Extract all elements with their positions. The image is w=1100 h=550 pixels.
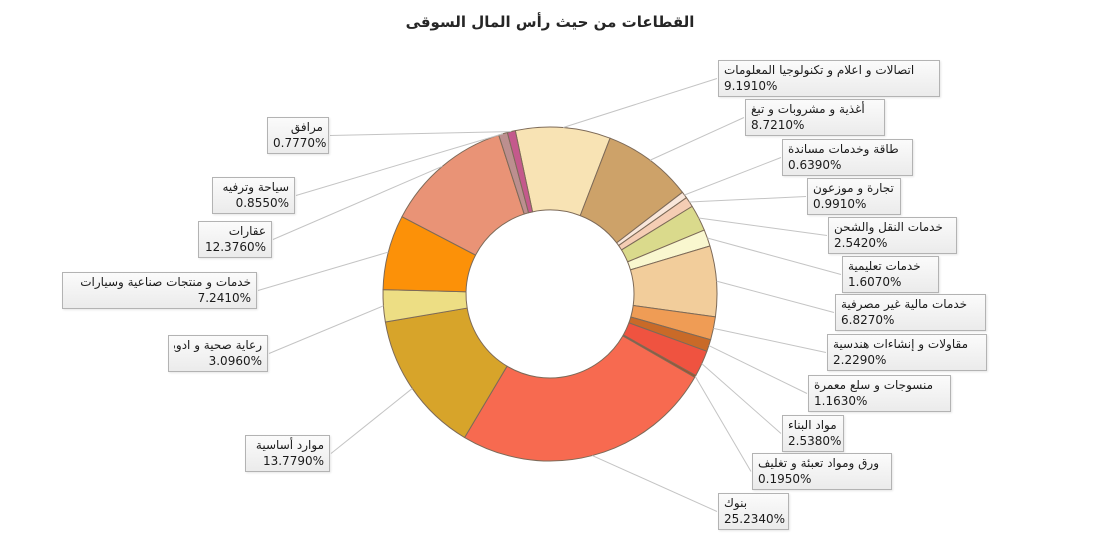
slice-value: 2.5420%: [834, 236, 888, 250]
slice-callout-2: طاقة وخدمات مساندة 0.6390%: [782, 139, 913, 176]
slice-callout-3: تجارة و موزعون 0.9910%: [807, 178, 901, 215]
slice-label: سياحة وترفيه: [222, 180, 289, 194]
leader-line-0: [563, 78, 718, 129]
chart-title: القطاعات من حيث رأس المال السوقى: [405, 13, 695, 31]
slice-callout-13: رعاية صحية و ادوية 3.0960%: [168, 335, 268, 372]
slice-value: 0.1950%: [758, 472, 812, 486]
pie-slice-11[interactable]: [464, 335, 696, 462]
slice-label: تجارة و موزعون: [813, 181, 894, 195]
leader-line-3: [689, 196, 807, 203]
slice-callout-8: منسوجات و سلع معمرة 1.1630%: [808, 375, 951, 412]
slice-value: 3.0960%: [208, 354, 262, 368]
slice-value: 13.7790%: [262, 454, 324, 468]
slice-value: 0.8550%: [235, 196, 289, 210]
slice-callout-17: مرافق 0.7770%: [267, 117, 329, 154]
slice-value: 0.7770%: [273, 136, 327, 150]
slice-value: 12.3760%: [204, 240, 266, 254]
leader-line-1: [649, 117, 745, 161]
slice-label: اتصالات و اعلام و تكنولوجيا المعلومات: [724, 63, 915, 77]
slice-label: منسوجات و سلع معمرة: [814, 378, 934, 392]
leader-line-16: [295, 133, 504, 196]
slice-value: 0.9910%: [813, 197, 867, 211]
slice-callout-10: ورق ومواد تعبئة و تغليف 0.1950%: [752, 453, 892, 490]
slice-label: بنوك: [724, 496, 748, 510]
slice-label: رعاية صحية و ادوية: [174, 338, 262, 352]
slice-callout-12: موارد أساسية 13.7790%: [245, 435, 330, 472]
slice-value: 8.7210%: [751, 118, 805, 132]
slice-label: عقارات: [228, 224, 266, 238]
slice-callout-16: سياحة وترفيه 0.8550%: [212, 177, 295, 214]
slice-label: ورق ومواد تعبئة و تغليف: [758, 456, 880, 470]
slice-callout-1: أغذية و مشروبات و تبغ 8.7210%: [745, 99, 885, 136]
slice-value: 1.1630%: [814, 394, 868, 408]
slice-callout-7: مقاولات و إنشاءات هندسية 2.2290%: [827, 334, 987, 371]
slice-label: خدمات النقل والشحن: [834, 220, 943, 234]
leader-line-4: [698, 217, 828, 236]
slice-callout-14: خدمات و منتجات صناعية وسيارات 7.2410%: [62, 272, 257, 309]
slice-label: خدمات مالية غير مصرفية: [841, 297, 968, 311]
leader-line-17: [329, 131, 512, 136]
leader-line-7: [713, 327, 827, 353]
slice-label: موارد أساسية: [255, 438, 324, 452]
slice-value: 2.5380%: [788, 434, 842, 448]
leader-line-12: [330, 388, 413, 454]
leader-line-10: [694, 376, 752, 472]
slice-callout-6: خدمات مالية غير مصرفية 6.8270%: [835, 294, 986, 331]
slice-callout-11: بنوك 25.2340%: [718, 493, 789, 530]
leader-line-2: [684, 157, 782, 196]
leader-line-15: [272, 165, 443, 240]
leader-line-13: [268, 305, 384, 354]
slice-label: مواد البناء: [788, 418, 837, 432]
slice-value: 7.2410%: [197, 291, 251, 305]
slice-callout-4: خدمات النقل والشحن 2.5420%: [828, 217, 957, 254]
leader-line-11: [592, 455, 718, 512]
slice-value: 9.1910%: [724, 79, 778, 93]
slice-callout-0: اتصالات و اعلام و تكنولوجيا المعلومات 9.1…: [718, 60, 940, 97]
slice-value: 2.2290%: [833, 353, 887, 367]
slice-label: خدمات تعليمية: [848, 259, 921, 273]
leader-line-5: [707, 237, 842, 275]
slice-callout-5: خدمات تعليمية 1.6070%: [842, 256, 939, 293]
leader-line-14: [257, 251, 389, 291]
slice-value: 1.6070%: [848, 275, 902, 289]
slice-label: مرافق: [290, 120, 323, 134]
slice-callout-15: عقارات 12.3760%: [198, 221, 272, 258]
leader-line-6: [716, 280, 835, 313]
slice-callout-9: مواد البناء 2.5380%: [782, 415, 844, 452]
slice-label: طاقة وخدمات مساندة: [788, 142, 899, 156]
slice-label: أغذية و مشروبات و تبغ: [751, 102, 865, 116]
slice-value: 0.6390%: [788, 158, 842, 172]
slice-value: 6.8270%: [841, 313, 895, 327]
leader-line-9: [701, 363, 782, 434]
slice-value: 25.2340%: [724, 512, 786, 526]
slice-label: خدمات و منتجات صناعية وسيارات: [80, 275, 251, 289]
leader-line-8: [708, 345, 808, 394]
slice-label: مقاولات و إنشاءات هندسية: [833, 337, 968, 351]
